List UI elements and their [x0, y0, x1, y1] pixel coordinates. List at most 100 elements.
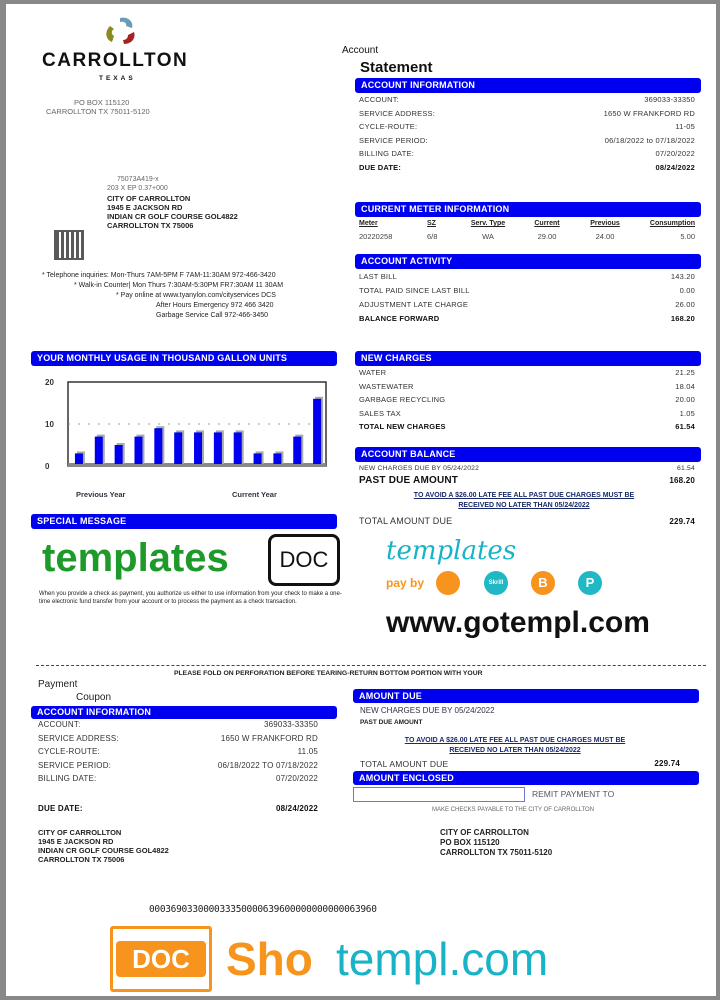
doc-title-2: Statement	[360, 59, 433, 76]
usage-bar	[174, 432, 183, 464]
watermark-text: templates	[386, 536, 517, 566]
statement-page: CARROLLTON TEXAS PO BOX 115120 CARROLLTO…	[6, 4, 716, 996]
row-label: SALES TAX	[359, 408, 401, 418]
amount-enclosed-input[interactable]	[353, 787, 525, 802]
amount-enclosed-header: AMOUNT ENCLOSED	[353, 771, 699, 785]
row-value: 1650 W FRANKFORD RD	[220, 733, 318, 743]
watermark-text: DOC	[116, 941, 206, 977]
row-label: SERVICE PERIOD:	[38, 760, 112, 770]
info-row: BILLING DATE: 07/20/2022	[359, 149, 695, 159]
coupon-address-line: CARROLLTON TX 75006	[38, 855, 125, 864]
info-row: TOTAL PAID SINCE LAST BILL 0.00	[359, 286, 695, 296]
meter-value: WA	[482, 232, 494, 241]
row-value: 369033-33350	[644, 95, 695, 104]
mailing-line: CARROLLTON TX 75006	[107, 221, 194, 230]
meter-value: 29.00	[537, 232, 557, 241]
row-label: TOTAL NEW CHARGES	[359, 422, 446, 431]
doc-file-icon	[110, 926, 212, 992]
watermark-text: Sho	[226, 933, 313, 985]
meter-column-header: Current	[534, 220, 560, 227]
row-value: 06/18/2022 TO 07/18/2022	[217, 760, 318, 770]
info-line: Garbage Service Call 972-466-3450	[156, 312, 269, 319]
previous-year-label: Previous Year	[76, 490, 126, 499]
scan-line: 0003690330000333500006396000000000000639…	[149, 904, 377, 915]
row-label: BALANCE FORWARD	[359, 314, 440, 323]
brand-sub: TEXAS	[99, 75, 136, 82]
usage-bar	[313, 398, 322, 464]
coupon-address-line: 1945 E JACKSON RD	[38, 837, 114, 846]
return-address-1: PO BOX 115120	[74, 98, 130, 107]
info-row: ACCOUNT: 369033-33350	[359, 95, 695, 105]
coupon-address-line: CITY OF CARROLLTON	[38, 828, 122, 837]
info-row: WASTEWATER 18.04	[359, 382, 695, 392]
meter-value: 20220258	[359, 232, 393, 241]
row-value: 18.04	[675, 381, 695, 391]
info-row: BILLING DATE: 07/20/2022	[38, 774, 318, 784]
new-charges-due-label: NEW CHARGES DUE BY 05/24/2022	[359, 465, 480, 472]
row-label: CYCLE-ROUTE:	[38, 747, 100, 756]
row-value: 61.54	[675, 422, 695, 431]
info-row: ACCOUNT: 369033-33350	[38, 720, 318, 730]
watermark-text: DOC	[279, 547, 329, 572]
doc-file-icon	[268, 534, 340, 586]
activity-header: ACCOUNT ACTIVITY	[355, 254, 701, 269]
coupon-total-value: 229.74	[654, 759, 680, 768]
row-value: 20.00	[675, 395, 695, 404]
current-year-label: Current Year	[232, 490, 277, 499]
row-label: ADJUSTMENT LATE CHARGE	[359, 300, 469, 309]
watermark-text: templates	[42, 536, 229, 580]
row-label: SERVICE ADDRESS:	[359, 108, 436, 118]
row-value: 06/18/2022 to 07/18/2022	[604, 135, 695, 145]
row-value: 07/20/2022	[275, 774, 318, 783]
row-label: SERVICE PERIOD:	[359, 135, 428, 145]
mailing-line: INDIAN CR GOLF COURSE GOL4822	[107, 212, 238, 221]
late-fee-notice-line: TO AVOID A $26.00 LATE FEE ALL PAST DUE …	[413, 492, 635, 499]
info-line: * Telephone inquiries: Mon-Thurs 7AM-5PM…	[42, 272, 276, 279]
usage-bar	[213, 432, 222, 464]
late-fee-notice-line: RECEIVED NO LATER THAN 05/24/2022	[458, 502, 590, 509]
watermark-text: www.gotempl.com	[386, 606, 650, 639]
meter-value: 5.00	[680, 232, 695, 241]
check-payment-text: When you provide a check as payment, you…	[39, 591, 342, 605]
coupon-title-1: Payment	[38, 679, 78, 690]
meter-header: CURRENT METER INFORMATION	[355, 202, 701, 217]
info-row: ADJUSTMENT LATE CHARGE 26.00	[359, 300, 695, 310]
coupon-late-fee-notice: TO AVOID A $26.00 LATE FEE ALL PAST DUE …	[360, 736, 670, 756]
meter-column-header: Consumption	[649, 220, 695, 227]
usage-bar	[74, 453, 83, 464]
total-due-label: TOTAL AMOUNT DUE	[359, 516, 453, 526]
row-label: BILLING DATE:	[359, 149, 414, 159]
row-value: 1.05	[679, 408, 695, 418]
mailing-code-2: 203 X EP 0.37+000	[107, 185, 168, 192]
row-label: LAST BILL	[359, 272, 397, 281]
usage-bar	[233, 432, 242, 464]
info-row: BALANCE FORWARD 168.20	[359, 314, 695, 324]
carrollton-logo-icon	[106, 17, 135, 44]
doc-title-1: Account	[342, 45, 379, 56]
row-value: 0.00	[679, 286, 695, 295]
info-row: CYCLE-ROUTE: 11-05	[359, 122, 695, 132]
make-checks-text: MAKE CHECKS PAYABLE TO THE CITY OF CARRO…	[432, 807, 595, 813]
row-value: 08/24/2022	[655, 163, 695, 172]
watermark-text: templ.com	[336, 933, 549, 985]
notice-line: RECEIVED NO LATER THAN 05/24/2022	[449, 747, 581, 754]
usage-header: YOUR MONTHLY USAGE IN THOUSAND GALLON UN…	[31, 351, 337, 366]
coupon-past-due: PAST DUE AMOUNT	[360, 719, 423, 726]
mailing-line: CITY OF CARROLLTON	[107, 194, 191, 203]
chart-floor	[68, 463, 326, 467]
remit-address-line: CARROLLTON TX 75011-5120	[440, 848, 553, 857]
coupon-title-2: Coupon	[76, 692, 112, 703]
info-row: GARBAGE RECYCLING 20.00	[359, 395, 695, 405]
usage-bar	[114, 445, 123, 464]
row-label: ACCOUNT:	[38, 720, 81, 729]
past-due-label: PAST DUE AMOUNT	[359, 475, 459, 486]
row-value: 11-05	[675, 122, 695, 132]
info-row: DUE DATE: 08/24/2022	[359, 163, 695, 173]
account-balance-header: ACCOUNT BALANCE	[355, 447, 701, 462]
coupon-account-header: ACCOUNT INFORMATION	[31, 706, 337, 719]
usage-chart: 0 10 20	[45, 378, 327, 471]
info-row: LAST BILL 143.20	[359, 272, 695, 282]
row-label: CYCLE-ROUTE:	[359, 122, 418, 132]
usage-bar	[134, 436, 143, 464]
notice-line: TO AVOID A $26.00 LATE FEE ALL PAST DUE …	[404, 737, 626, 744]
